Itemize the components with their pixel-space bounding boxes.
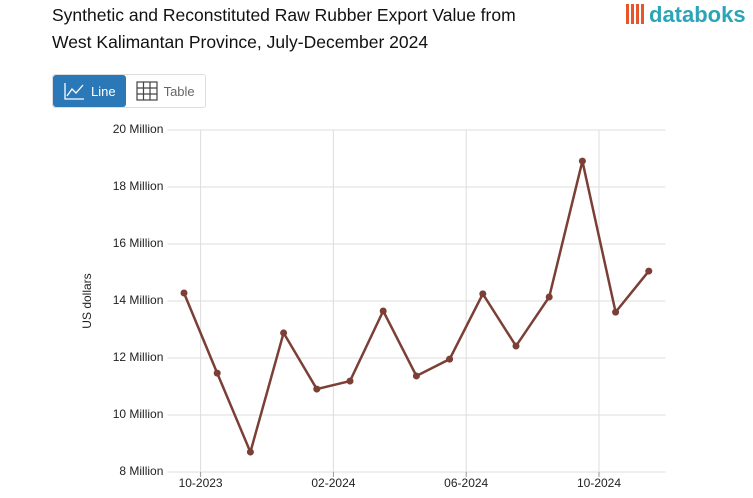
x-tick-label: 02-2024 — [311, 476, 355, 490]
view-toggle: Line Table — [52, 74, 206, 108]
point — [578, 157, 586, 165]
x-tick-label: 06-2024 — [444, 476, 488, 490]
y-axis-label: US dollars — [80, 273, 94, 328]
button-label: Line — [91, 83, 116, 99]
point — [313, 385, 321, 393]
point — [280, 329, 288, 337]
table-icon — [135, 81, 158, 101]
x-tick-label: 10-2024 — [577, 476, 621, 490]
y-tick-label: 8 Million — [119, 464, 163, 478]
y-tick-label: 14 Million — [113, 293, 164, 307]
logo: databoks — [626, 2, 746, 28]
x-tick-label: 10-2023 — [179, 476, 223, 490]
line-icon — [64, 83, 84, 100]
point — [612, 308, 620, 316]
line-button[interactable]: Line — [53, 75, 126, 107]
title-line: West Kalimantan Province, July-December … — [52, 32, 429, 52]
y-tick-label: 10 Million — [113, 407, 164, 421]
chart-title: Synthetic and Reconstituted Raw Rubber E… — [52, 2, 516, 56]
point — [412, 372, 420, 380]
table-button[interactable]: Table — [126, 75, 205, 107]
y-tick-label: 20 Million — [113, 122, 164, 136]
button-label: Table — [163, 83, 195, 99]
y-tick-label: 16 Million — [113, 236, 164, 250]
point — [645, 267, 653, 275]
point — [213, 369, 221, 377]
brand-name: databoks — [649, 2, 746, 27]
title-line: Synthetic and Reconstituted Raw Rubber E… — [52, 5, 516, 25]
point — [446, 355, 454, 363]
point — [346, 377, 354, 385]
point — [545, 293, 553, 301]
point — [246, 448, 254, 456]
y-tick-label: 12 Million — [113, 350, 164, 364]
point — [180, 289, 188, 297]
line — [182, 160, 650, 456]
point — [512, 342, 520, 350]
point — [379, 307, 387, 315]
y-tick-label: 18 Million — [113, 179, 164, 193]
point — [479, 290, 487, 298]
